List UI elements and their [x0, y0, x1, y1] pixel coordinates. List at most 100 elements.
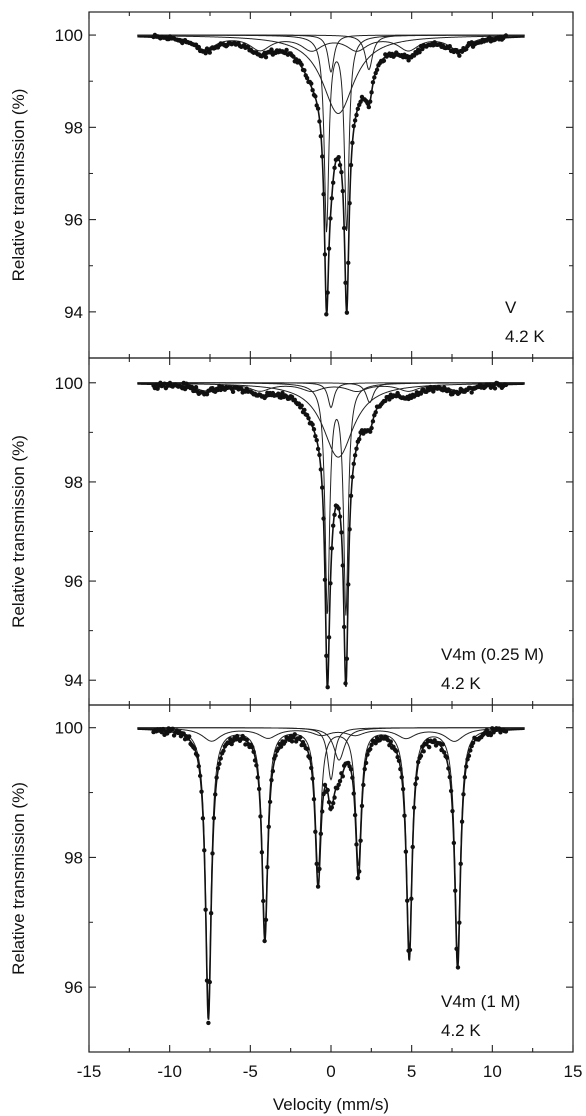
- data-point: [383, 398, 388, 404]
- data-point: [468, 748, 473, 753]
- data-point: [388, 739, 393, 744]
- data-point: [181, 731, 186, 736]
- data-point: [399, 775, 404, 780]
- data-point: [263, 55, 269, 60]
- x-tick-label: -15: [77, 1062, 102, 1081]
- data-point: [315, 884, 321, 889]
- data-point: [374, 67, 380, 73]
- fit-total: [137, 35, 525, 315]
- x-tick-label: 5: [407, 1062, 416, 1081]
- data-point: [469, 390, 474, 395]
- data-point: [465, 757, 470, 762]
- data-point: [421, 749, 426, 754]
- panel-annotation: 4.2 K: [505, 327, 545, 346]
- data-point: [341, 624, 347, 630]
- panel-annotation: V4m (1 M): [441, 992, 520, 1011]
- y-tick-label: 94: [64, 671, 83, 690]
- data-point: [420, 46, 425, 52]
- x-tick-label: -10: [157, 1062, 182, 1081]
- data-point: [325, 787, 330, 793]
- data-point: [256, 786, 262, 792]
- data-point: [470, 740, 476, 746]
- data-point: [208, 911, 214, 916]
- data-point: [503, 729, 509, 734]
- y-tick-label: 98: [64, 118, 83, 137]
- data-point: [340, 188, 345, 194]
- data-point: [466, 753, 472, 759]
- fit-component-2: [137, 727, 525, 742]
- data-point: [354, 842, 359, 847]
- data-point: [298, 735, 303, 740]
- data-point: [262, 938, 267, 944]
- data-point: [462, 775, 468, 780]
- data-point: [409, 896, 414, 901]
- fit-component-1: [137, 728, 525, 1008]
- data-point: [344, 310, 350, 315]
- data-point: [354, 446, 359, 451]
- data-point: [488, 732, 494, 738]
- data-point: [339, 169, 344, 175]
- data-point: [307, 755, 313, 761]
- data-point: [398, 766, 403, 772]
- data-point: [317, 452, 322, 458]
- data-point: [431, 389, 436, 394]
- data-point: [259, 850, 265, 855]
- data-point: [407, 947, 413, 953]
- panel-1: 94 96 98 100 Relative transmission (%) V 4.2 K: [9, 11, 574, 359]
- data-point: [313, 433, 318, 439]
- data-point: [310, 776, 315, 781]
- data-point: [329, 196, 335, 201]
- data-point: [340, 563, 345, 568]
- data-point: [266, 824, 271, 829]
- data-point: [341, 225, 347, 231]
- data-point: [214, 775, 219, 780]
- data-point: [254, 763, 259, 768]
- data-point: [446, 766, 451, 771]
- data-point: [348, 493, 354, 499]
- y-tick-label: 100: [55, 374, 83, 393]
- data-point: [330, 800, 336, 806]
- data-point: [455, 965, 461, 970]
- data-point: [313, 829, 318, 834]
- data-point: [320, 809, 325, 814]
- data-point: [357, 869, 362, 874]
- data-point: [343, 681, 348, 686]
- data-point: [315, 446, 321, 452]
- data-point: [335, 786, 340, 791]
- data-point: [357, 437, 362, 442]
- data-point: [351, 791, 356, 796]
- data-point: [343, 280, 348, 285]
- data-point: [402, 813, 407, 818]
- data-point: [503, 382, 509, 388]
- y-tick-label: 98: [64, 848, 83, 867]
- panel-3: 96 98 100 Relative transmission (%) V4m (1 M…: [9, 704, 574, 1053]
- data-point: [368, 429, 373, 434]
- data-point: [322, 252, 328, 257]
- data-point: [355, 875, 361, 881]
- data-point: [454, 946, 459, 952]
- data-point: [453, 888, 458, 893]
- data-point: [416, 759, 421, 765]
- data-point: [263, 917, 269, 923]
- fit-total: [137, 383, 525, 689]
- data-point: [207, 50, 212, 55]
- data-point: [192, 746, 197, 751]
- data-point: [318, 831, 324, 836]
- data-point: [448, 788, 454, 794]
- data-point: [458, 861, 463, 867]
- data-point: [348, 162, 354, 168]
- data-point: [291, 54, 296, 59]
- data-point: [251, 749, 256, 754]
- data-point: [461, 792, 466, 797]
- data-point: [199, 789, 204, 794]
- data-point: [337, 778, 343, 784]
- data-point: [196, 44, 201, 50]
- data-point: [442, 750, 447, 755]
- data-point: [328, 581, 333, 586]
- data-point: [328, 216, 333, 221]
- data-point: [309, 81, 314, 86]
- y-tick-label: 94: [64, 303, 83, 322]
- y-tick-label: 96: [64, 978, 83, 997]
- data-point: [215, 766, 221, 771]
- data-point: [326, 799, 332, 805]
